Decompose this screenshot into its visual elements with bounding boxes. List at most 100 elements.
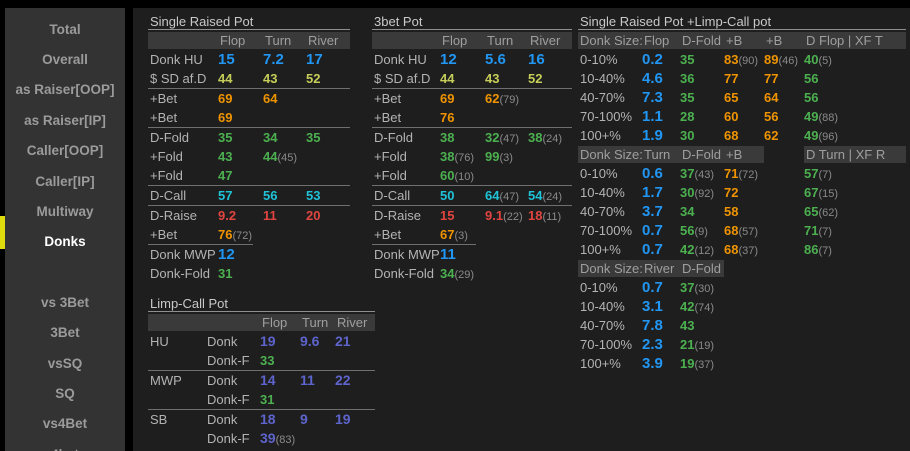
- empty-cell: [485, 225, 528, 246]
- stat-label: +Fold: [374, 168, 407, 183]
- stat-value: 34(29): [440, 266, 475, 281]
- stat-label: $ SD af.D: [374, 71, 431, 86]
- sample-size-value: (3): [454, 230, 468, 242]
- sidebar-item-vs-3bet[interactable]: vs 3Bet: [40, 294, 90, 310]
- stat-value: 43: [485, 71, 500, 86]
- column-header: [804, 260, 906, 277]
- stat-row: HU Donk 19 9.6 21: [148, 332, 375, 351]
- stat-value: 57: [218, 188, 233, 203]
- empty-cell: [485, 264, 528, 285]
- stat-label: 100+%: [580, 242, 621, 257]
- stat-row: 70-100% 0.7 56(9) 68(57) 71(7): [578, 221, 906, 240]
- sample-size-value: (96): [818, 131, 839, 143]
- stat-label: D-Call: [374, 188, 411, 203]
- sidebar-item-as-raiser-oop[interactable]: as Raiser[OOP]: [15, 82, 115, 98]
- sample-size-value: (79): [499, 94, 520, 106]
- stat-value: 38(24): [528, 130, 563, 145]
- sidebar-item-multiway[interactable]: Multiway: [36, 204, 94, 220]
- column-header: Donk Size:: [578, 146, 642, 163]
- stat-row: Donk HU 12 5.6 16: [372, 50, 572, 69]
- sidebar-item-vs4bet[interactable]: vs4Bet: [42, 416, 88, 432]
- stat-value: 69: [218, 91, 233, 106]
- stat-value: 18: [260, 411, 276, 427]
- empty-cell: [306, 147, 350, 168]
- sidebar-item-sq[interactable]: SQ: [55, 385, 75, 401]
- table-header-row: Donk Size: Turn D-Fold +B D Turn | XF R: [578, 146, 906, 163]
- sidebar-item-total[interactable]: Total: [49, 21, 81, 37]
- stat-value: 57(7): [804, 166, 832, 181]
- column-header: D-Fold: [680, 260, 724, 277]
- sidebar-item-caller-ip[interactable]: Caller[IP]: [35, 173, 95, 189]
- stat-value: 18(11): [528, 208, 562, 223]
- sidebar: Total Overall as Raiser[OOP] as Raiser[IP] C…: [5, 8, 125, 451]
- empty-cell: [528, 264, 572, 285]
- sample-size-value: (19): [694, 340, 715, 352]
- sidebar-item-overall[interactable]: Overall: [42, 52, 88, 68]
- stat-row: Donk HU 15 7.2 17: [148, 50, 350, 69]
- sample-size-value: (62): [818, 207, 839, 219]
- stat-value: 64: [263, 91, 278, 106]
- sample-size-value: (7): [818, 245, 832, 257]
- stat-value: 9.2: [218, 208, 237, 223]
- stat-label: 10-40%: [580, 299, 625, 314]
- sample-size-value: (29): [454, 269, 475, 281]
- stat-row: 40-70% 7.3 35 65 64 56: [578, 88, 906, 107]
- stat-row: +Bet 76: [372, 108, 572, 127]
- empty-cell: [485, 245, 528, 264]
- column-header: [764, 146, 804, 163]
- empty-cell: [306, 264, 350, 283]
- empty-cell: [764, 278, 804, 299]
- stat-value: 67(3): [440, 227, 468, 242]
- empty-cell: [528, 225, 572, 246]
- empty-cell: [804, 297, 906, 318]
- sidebar-item-vssq[interactable]: vsSQ: [47, 355, 83, 371]
- stat-value: 36: [680, 71, 695, 86]
- stat-label: +Bet: [374, 110, 402, 125]
- stat-row: D-Call 50 64(47) 54(24): [372, 186, 572, 205]
- column-header: [372, 32, 440, 49]
- column-header: River: [528, 32, 572, 49]
- stat-row: +Bet 69 62(79): [372, 89, 572, 108]
- stat-value: 38: [440, 130, 455, 145]
- empty-cell: [764, 354, 804, 375]
- stat-value: 68(37): [724, 242, 759, 257]
- stat-value: 35: [680, 90, 695, 105]
- empty-cell: [764, 316, 804, 335]
- stat-label: 10-40%: [580, 185, 625, 200]
- stat-value: 67(15): [804, 185, 839, 200]
- stat-label: SB: [150, 412, 168, 427]
- stat-label: 0-10%: [580, 52, 618, 67]
- sidebar-item-as-raiser-ip[interactable]: as Raiser[IP]: [24, 112, 106, 128]
- sample-size-value: (9): [694, 226, 708, 238]
- stat-value: 9.6: [300, 333, 320, 349]
- column-header: [724, 260, 764, 277]
- stat-row: 40-70% 7.8 43: [578, 316, 906, 335]
- stat-value: 0.7: [642, 241, 663, 258]
- row-separator: [148, 185, 350, 186]
- sidebar-item-donks[interactable]: Donks: [44, 234, 86, 250]
- stat-row: Donk MWP 12: [148, 245, 350, 264]
- empty-cell: [148, 390, 205, 409]
- stat-row: 100+% 1.9 30 68 62 49(96): [578, 126, 906, 145]
- stat-row: Donk-Fold 34(29): [372, 264, 572, 283]
- stat-value: 3.7: [642, 203, 663, 220]
- stat-label: +Fold: [150, 168, 183, 183]
- stat-row: +Bet 67(3): [372, 225, 572, 244]
- sidebar-item-4bet[interactable]: 4bet: [5, 439, 125, 451]
- stat-value: 3.1: [642, 298, 663, 315]
- row-separator: [372, 244, 476, 245]
- stat-label: MWP: [150, 373, 182, 388]
- column-header: Turn: [642, 146, 680, 163]
- table-header-row: Flop Turn River: [372, 32, 572, 49]
- stat-label: Donk: [207, 334, 238, 349]
- stat-value: 49(96): [804, 128, 839, 143]
- stat-label: 0-10%: [580, 280, 618, 295]
- sidebar-item-3bet[interactable]: 3Bet: [50, 325, 80, 341]
- sidebar-item-caller-oop[interactable]: Caller[OOP]: [26, 143, 104, 159]
- stat-value: 37(30): [680, 280, 715, 295]
- stat-label: Donk-Fold: [374, 266, 434, 281]
- empty-cell: [263, 108, 306, 127]
- column-header: Donk Size:: [578, 260, 642, 277]
- table-srplc: Single Raised Pot +Limp-Call pot Donk Siz…: [578, 14, 906, 373]
- sample-size-value: (5): [818, 55, 832, 67]
